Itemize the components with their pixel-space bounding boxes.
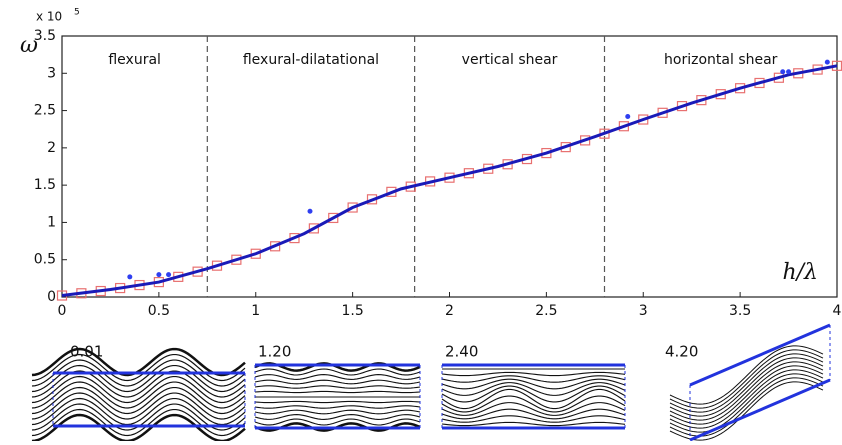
y-multiplier-exponent: 5 bbox=[74, 8, 80, 18]
dot-marker bbox=[307, 208, 313, 214]
square-marker bbox=[308, 223, 319, 234]
inset-label: 2.40 bbox=[445, 343, 478, 361]
inset-wave bbox=[441, 385, 626, 403]
y-tick-label: 3.5 bbox=[34, 28, 56, 44]
inset-wave bbox=[669, 357, 824, 417]
inset-wave bbox=[31, 353, 246, 382]
inset-wave bbox=[441, 408, 626, 420]
inset-wave bbox=[254, 368, 421, 376]
inset-wave bbox=[441, 371, 626, 377]
inset-wave bbox=[254, 390, 421, 394]
inset-wave bbox=[441, 402, 626, 416]
inset-label: 4.20 bbox=[665, 343, 698, 361]
y-tick-label: 2 bbox=[47, 140, 56, 156]
y-tick-label: 3 bbox=[47, 65, 56, 81]
inset-wave bbox=[254, 400, 421, 404]
inset-line bbox=[689, 378, 831, 442]
dot-marker bbox=[127, 274, 133, 280]
inset-wave bbox=[669, 361, 824, 421]
inset-wave bbox=[441, 421, 626, 427]
inset-wave bbox=[31, 392, 246, 420]
dot-marker bbox=[156, 272, 162, 278]
inset-wave bbox=[441, 375, 626, 383]
inset-wave bbox=[254, 414, 421, 420]
inset-wave bbox=[31, 370, 246, 398]
inset-wave bbox=[31, 375, 246, 404]
inset-wave bbox=[254, 379, 421, 385]
inset-wave bbox=[254, 385, 421, 389]
inset-wave bbox=[31, 381, 246, 409]
inset-wave bbox=[254, 405, 421, 409]
x-tick-label: 3.5 bbox=[729, 303, 751, 319]
inset-wave bbox=[441, 415, 626, 423]
inset-wave bbox=[441, 395, 626, 413]
dot-marker bbox=[786, 69, 792, 75]
x-tick-label: 4 bbox=[833, 303, 842, 319]
inset-wave bbox=[669, 365, 824, 425]
y-tick-label: 2.5 bbox=[34, 103, 56, 119]
x-tick-label: 2.5 bbox=[535, 303, 557, 319]
y-tick-label: 1 bbox=[47, 214, 56, 230]
inset-wave bbox=[441, 378, 626, 390]
region-label: flexural-dilatational bbox=[243, 52, 379, 68]
y-axis-label: ω bbox=[20, 33, 38, 58]
square-marker bbox=[328, 212, 339, 224]
region-label: horizontal shear bbox=[664, 52, 778, 68]
x-tick-label: 0.5 bbox=[148, 303, 170, 319]
inset-wave bbox=[31, 408, 246, 437]
y-multiplier: x 10 bbox=[36, 10, 62, 24]
inset-label: 1.20 bbox=[258, 343, 291, 361]
inset-wave bbox=[669, 373, 824, 433]
dot-marker bbox=[625, 114, 631, 120]
curve bbox=[61, 64, 838, 297]
insets: 0.01 1.20 2.40 4.20 bbox=[31, 323, 831, 443]
inset-wave bbox=[254, 374, 421, 380]
x-tick-label: 3 bbox=[639, 303, 648, 319]
region-label: vertical shear bbox=[462, 52, 558, 68]
x-axis-label: h/λ bbox=[782, 260, 818, 285]
inset-wave bbox=[254, 409, 421, 415]
inset-label: 0.01 bbox=[70, 343, 103, 361]
y-tick-label: 0 bbox=[47, 289, 56, 305]
inset-wave bbox=[669, 345, 824, 405]
inset-wave bbox=[441, 382, 626, 396]
inset-line bbox=[689, 323, 831, 387]
y-tick-label: 0.5 bbox=[34, 252, 56, 268]
region-label: flexural bbox=[108, 52, 161, 68]
inset-wave bbox=[254, 418, 421, 426]
square-marker bbox=[347, 202, 358, 213]
x-tick-label: 2 bbox=[445, 303, 454, 319]
inset-wave bbox=[669, 377, 824, 437]
inset-wave bbox=[669, 381, 824, 441]
dot-marker bbox=[780, 69, 786, 75]
x-tick-label: 0 bbox=[58, 303, 67, 319]
inset-wave bbox=[31, 397, 246, 426]
inset-wave bbox=[31, 386, 246, 415]
inset-wave bbox=[254, 362, 421, 372]
inset-wave bbox=[31, 359, 246, 387]
inset-wave bbox=[31, 413, 246, 443]
dot-marker bbox=[824, 59, 830, 65]
inset-wave bbox=[669, 349, 824, 409]
inset-wave bbox=[31, 364, 246, 393]
inset-wave bbox=[669, 353, 824, 413]
inset-wave bbox=[669, 369, 824, 429]
y-tick-label: 1.5 bbox=[34, 177, 56, 193]
plot-frame bbox=[61, 35, 838, 298]
x-tick-label: 1.5 bbox=[341, 303, 363, 319]
inset-wave bbox=[31, 347, 246, 377]
inset-wave bbox=[441, 388, 626, 410]
dot-marker bbox=[166, 272, 172, 278]
x-tick-label: 1 bbox=[251, 303, 260, 319]
